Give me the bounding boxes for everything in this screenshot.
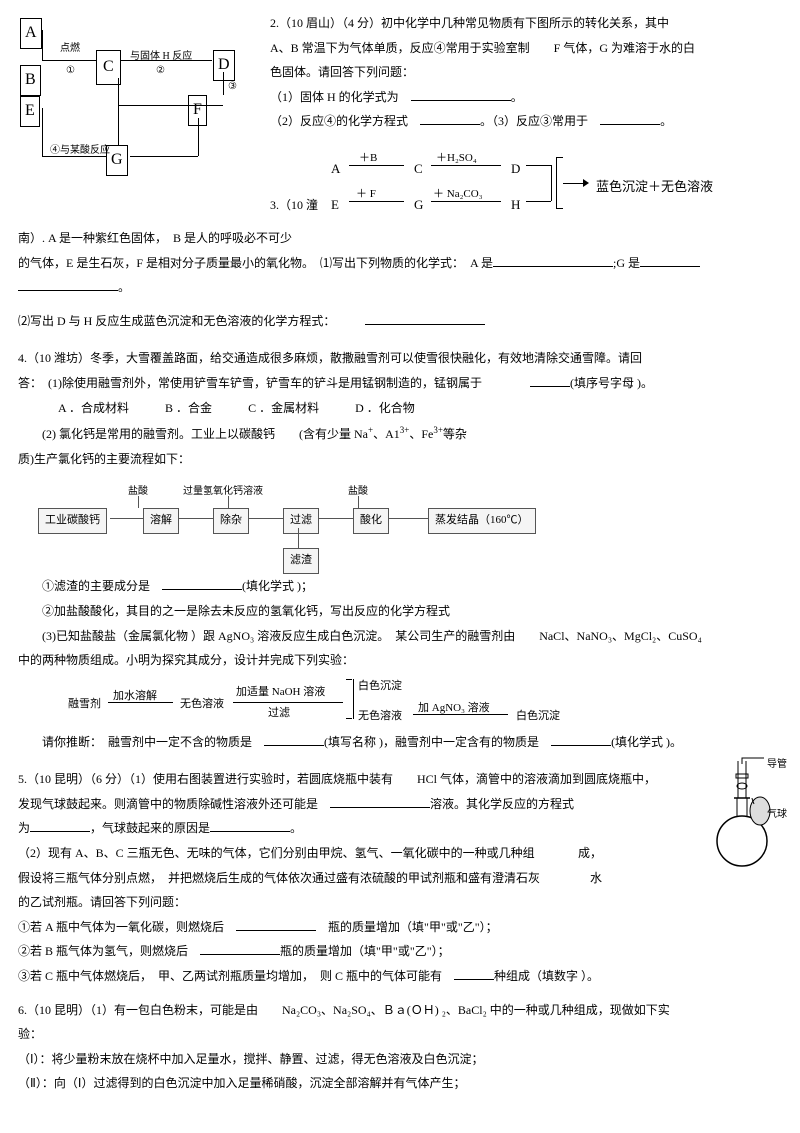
q3-l3: 的气体，E 是生石灰，F 是相对分子质量最小的氧化物。 ⑴写出下列物质的化学式：…: [18, 253, 782, 275]
q3-sub2: ⑵写出 D 与 H 反应生成蓝色沉淀和无色溶液的化学方程式：: [18, 311, 782, 333]
q5-intro: 5.（10 昆明）（6 分）（1）使用右图装置进行实验时，若圆底烧瓶中装有 HC…: [18, 769, 782, 791]
q4-exp-diagram: 融雪剂 加水溶解 无色溶液 加适量 NaOH 溶液 过滤 白色沉淀 无色溶液 加…: [68, 677, 628, 727]
q4-options: A ．合成材料 B ．合金 C ．金属材料 D ．化合物: [18, 398, 782, 420]
q4-intro: 4.（10 潍坊）冬季，大雪覆盖路面，给交通造成很多麻烦，散撒融雪剂可以使雪很快…: [18, 348, 782, 370]
box-a: A: [20, 18, 42, 49]
q3-reaction-diagram: A ＋B C ＋H₂SO₄ D E ＋ F G ＋ Na₂CO₃ H 蓝色沉淀＋…: [331, 145, 751, 225]
box-e: E: [20, 96, 40, 127]
q2-diagram: A B E C D F G 点燃 ① 与固体 H 反应 ② ③ ④与某酸反应: [18, 10, 258, 170]
box-b: B: [20, 65, 41, 96]
q3-l2: 南）. A 是一种紫红色固体， B 是人的呼吸必不可少: [18, 228, 782, 250]
q3-intro: 3.（10 潼: [270, 195, 318, 217]
q4-flow-diagram: 工业碳酸钙 溶解 除杂 过滤 酸化 蒸发结晶（160℃） 盐酸 过量氢氧化钙溶液…: [38, 478, 638, 568]
box-c: C: [96, 50, 121, 85]
blank: [411, 100, 511, 101]
q6-intro: 6.（10 昆明）（1）有一包白色粉末，可能是由 Na₂CO₃、Na₂SO₄、Ｂ…: [18, 1000, 782, 1022]
flask-diagram: 导管 气球: [702, 756, 782, 886]
